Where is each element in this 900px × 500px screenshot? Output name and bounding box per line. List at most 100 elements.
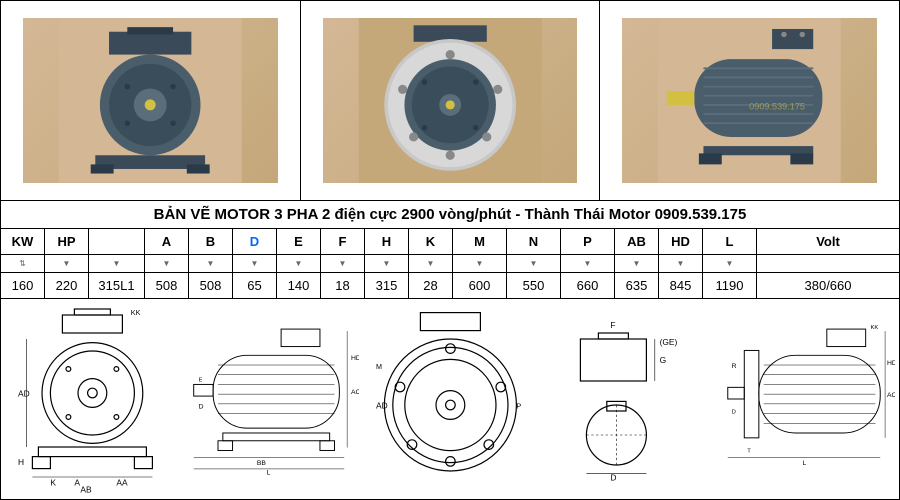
- spec-sheet-container: 0909.539.175 BẢN VẼ MOTOR 3 PHA 2 điện c…: [0, 0, 900, 500]
- filter-icon: ▼: [383, 259, 391, 268]
- filter-icon: ▼: [63, 259, 71, 268]
- header-m: M: [453, 229, 507, 254]
- data-row: 160 220 315L1 508 508 65 140 18 315 28 6…: [1, 273, 899, 299]
- photo-cell-flange: [301, 1, 601, 200]
- data-frame: 315L1: [89, 273, 145, 298]
- filter-l[interactable]: ▼: [703, 255, 757, 272]
- header-kw: KW: [1, 229, 45, 254]
- filter-icon: ▼: [295, 259, 303, 268]
- filter-icon: ▼: [677, 259, 685, 268]
- filter-row: ⇅ ▼ ▼ ▼ ▼ ▼ ▼ ▼ ▼ ▼ ▼ ▼ ▼ ▼ ▼ ▼: [1, 255, 899, 273]
- svg-text:F: F: [611, 320, 616, 330]
- data-d: 65: [233, 273, 277, 298]
- photo-cell-front: [1, 1, 301, 200]
- svg-text:T: T: [747, 448, 751, 454]
- filter-f[interactable]: ▼: [321, 255, 365, 272]
- column-headers-row: KW HP A B D E F H K M N P AB HD L Volt: [1, 229, 899, 255]
- svg-text:D: D: [732, 410, 736, 416]
- filter-e[interactable]: ▼: [277, 255, 321, 272]
- header-ab: AB: [615, 229, 659, 254]
- data-m: 600: [453, 273, 507, 298]
- header-e: E: [277, 229, 321, 254]
- data-kw: 160: [1, 273, 45, 298]
- filter-k[interactable]: ▼: [409, 255, 453, 272]
- svg-text:AC: AC: [887, 392, 895, 399]
- photo-cell-side: 0909.539.175: [600, 1, 899, 200]
- svg-text:AD: AD: [18, 389, 30, 399]
- filter-d[interactable]: ▼: [233, 255, 277, 272]
- data-n: 550: [507, 273, 561, 298]
- filter-icon: ▼: [207, 259, 215, 268]
- svg-text:L: L: [803, 460, 807, 467]
- filter-ab[interactable]: ▼: [615, 255, 659, 272]
- technical-diagrams-row: AD H K A AA AB KK: [1, 299, 899, 499]
- filter-icon: ▼: [530, 259, 538, 268]
- svg-text:K: K: [50, 477, 56, 487]
- header-d: D: [233, 229, 277, 254]
- diagram-b5-mount: KK HD AC R D T L: [720, 303, 895, 495]
- svg-text:D: D: [611, 473, 617, 483]
- data-p: 660: [561, 273, 615, 298]
- svg-text:KK: KK: [131, 308, 141, 317]
- header-hd: HD: [659, 229, 703, 254]
- header-n: N: [507, 229, 561, 254]
- motor-front-view-image: [23, 18, 277, 183]
- header-hp: HP: [45, 229, 89, 254]
- svg-text:E: E: [198, 378, 202, 384]
- svg-text:G: G: [660, 355, 667, 365]
- filter-m[interactable]: ▼: [453, 255, 507, 272]
- svg-text:(GE): (GE): [660, 337, 678, 347]
- data-k: 28: [409, 273, 453, 298]
- filter-hp[interactable]: ▼: [45, 255, 89, 272]
- svg-text:AA: AA: [116, 477, 128, 487]
- svg-text:H: H: [18, 457, 24, 467]
- photo-row: 0909.539.175: [1, 1, 899, 201]
- filter-volt: [757, 255, 899, 272]
- filter-icon: ▼: [339, 259, 347, 268]
- motor-flange-view-image: [323, 18, 577, 183]
- svg-text:P: P: [516, 402, 521, 411]
- svg-text:L: L: [266, 470, 270, 477]
- filter-h[interactable]: ▼: [365, 255, 409, 272]
- svg-text:D: D: [198, 404, 203, 411]
- filter-icon: ▼: [163, 259, 171, 268]
- sheet-title: BẢN VẼ MOTOR 3 PHA 2 điện cực 2900 vòng/…: [154, 206, 747, 223]
- header-b: B: [189, 229, 233, 254]
- data-e: 140: [277, 273, 321, 298]
- filter-icon: ▼: [584, 259, 592, 268]
- filter-hd[interactable]: ▼: [659, 255, 703, 272]
- filter-n[interactable]: ▼: [507, 255, 561, 272]
- svg-text:AD: AD: [376, 401, 388, 411]
- header-a: A: [145, 229, 189, 254]
- title-row: BẢN VẼ MOTOR 3 PHA 2 điện cực 2900 vòng/…: [1, 201, 899, 229]
- data-ab: 635: [615, 273, 659, 298]
- filter-frame[interactable]: ▼: [89, 255, 145, 272]
- header-k: K: [409, 229, 453, 254]
- filter-kw[interactable]: ⇅: [1, 255, 45, 272]
- data-f: 18: [321, 273, 365, 298]
- svg-text:HD: HD: [351, 355, 359, 362]
- filter-a[interactable]: ▼: [145, 255, 189, 272]
- header-f: F: [321, 229, 365, 254]
- header-volt: Volt: [757, 229, 899, 254]
- data-b: 508: [189, 273, 233, 298]
- svg-text:BB: BB: [257, 460, 267, 467]
- svg-text:AB: AB: [80, 485, 92, 495]
- diagram-shaft-key: F (GE) G D: [541, 303, 716, 495]
- filter-icon: ▼: [476, 259, 484, 268]
- data-volt: 380/660: [757, 273, 899, 298]
- data-hp: 220: [45, 273, 89, 298]
- data-hd: 845: [659, 273, 703, 298]
- filter-p[interactable]: ▼: [561, 255, 615, 272]
- diagram-side-elevation: HD AC D E BB L: [184, 303, 359, 495]
- filter-icon: ▼: [633, 259, 641, 268]
- motor-side-view-image: 0909.539.175: [622, 18, 876, 183]
- filter-icon: ▼: [427, 259, 435, 268]
- svg-text:R: R: [732, 363, 737, 370]
- svg-text:0909.539.175: 0909.539.175: [750, 102, 806, 112]
- filter-icon: ▼: [251, 259, 259, 268]
- filter-b[interactable]: ▼: [189, 255, 233, 272]
- diagram-front-elevation: AD H K A AA AB KK: [5, 303, 180, 495]
- data-a: 508: [145, 273, 189, 298]
- header-p: P: [561, 229, 615, 254]
